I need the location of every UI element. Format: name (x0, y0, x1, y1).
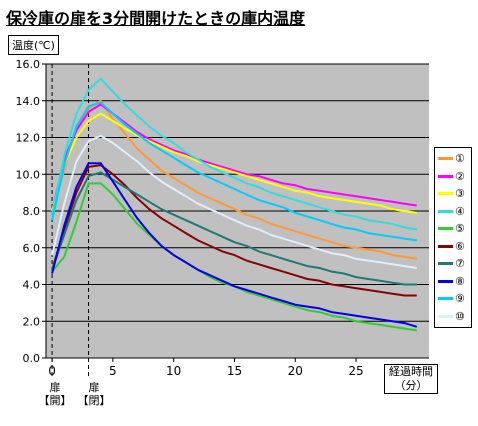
x-tick-label: 15 (227, 364, 242, 378)
legend-swatch (438, 279, 453, 283)
legend-label: ① (455, 152, 465, 165)
legend-swatch (438, 174, 453, 178)
door-event-lines (51, 64, 90, 378)
x-tick-label: 5 (109, 364, 117, 378)
legend-swatch (438, 314, 453, 318)
legend-item: ③ (438, 186, 472, 201)
series-line-3 (51, 112, 417, 214)
series-line-6 (51, 164, 417, 297)
x-tick-label: 0 (48, 364, 56, 378)
x-tick-label: 25 (348, 364, 363, 378)
door-open-label-bottom: 【開】 (38, 394, 72, 407)
legend-swatch (438, 227, 453, 230)
legend-swatch (438, 244, 453, 248)
legend-swatch (438, 157, 453, 160)
y-tick-label: 10.0 (16, 168, 41, 181)
y-tick-label: 12.0 (16, 132, 41, 145)
y-tick-label: 0.0 (23, 352, 41, 365)
series-line-9 (51, 101, 417, 242)
y-tick-label: 16.0 (16, 58, 41, 71)
series-line-4 (51, 77, 417, 231)
legend-swatch (438, 297, 453, 300)
door-close-label: 扉 【閉】 (77, 381, 111, 407)
door-close-label-bottom: 【閉】 (77, 394, 111, 407)
chart-title: 保冷庫の扉を3分間開けたときの庫内温度 (6, 9, 306, 28)
legend-label: ④ (455, 204, 465, 218)
y-axis-ticks: 0.0 2.0 4.0 6.0 8.0 10.0 12.0 14.0 16.0 (16, 58, 46, 365)
legend-item: ⑩ (438, 309, 472, 324)
x-axis-ticks: 0 5 10 15 20 25 (48, 358, 364, 378)
legend-item: ⑥ (438, 239, 472, 254)
y-tick-label: 2.0 (23, 315, 41, 328)
legend-item: ④ (438, 204, 472, 219)
series-line-8 (51, 162, 418, 328)
y-tick-label: 14.0 (16, 95, 41, 108)
legend-swatch (438, 262, 453, 265)
legend-swatch (438, 192, 453, 195)
legend-label: ⑨ (455, 292, 465, 305)
legend-item: ⑧ (438, 274, 472, 289)
x-tick-label: 10 (166, 364, 181, 378)
legend-label: ③ (455, 187, 465, 200)
legend-label: ⑧ (455, 274, 465, 288)
legend-swatch (438, 209, 453, 213)
legend-label: ⑩ (455, 309, 465, 323)
legend-label: ⑥ (455, 239, 465, 253)
grid-lines (46, 63, 429, 322)
legend-item: ⑤ (438, 221, 472, 236)
series-lines (51, 77, 418, 332)
door-close-label-top: 扉 (88, 381, 100, 394)
series-line-1 (51, 99, 417, 260)
legend-item: ② (438, 169, 472, 184)
x-axis-label: 経過時間（分） (384, 364, 438, 394)
legend-label: ⑤ (455, 222, 465, 235)
y-tick-label: 8.0 (23, 205, 41, 218)
y-tick-label: 4.0 (23, 279, 41, 292)
door-open-label-top: 扉 (49, 381, 61, 394)
legend: ① ② ③ ④ ⑤ ⑥ ⑦ ⑧ ⑨ ⑩ (434, 147, 472, 328)
y-axis-label: 温度(℃) (8, 35, 59, 55)
legend-item: ⑦ (438, 256, 472, 271)
legend-item: ⑨ (438, 291, 472, 306)
door-open-label: 扉 【開】 (38, 381, 72, 407)
legend-label: ⑦ (455, 257, 465, 270)
legend-item: ① (438, 151, 472, 166)
legend-label: ② (455, 169, 465, 183)
x-tick-label: 20 (288, 364, 303, 378)
series-line-10 (51, 134, 417, 269)
y-tick-label: 6.0 (23, 242, 41, 255)
